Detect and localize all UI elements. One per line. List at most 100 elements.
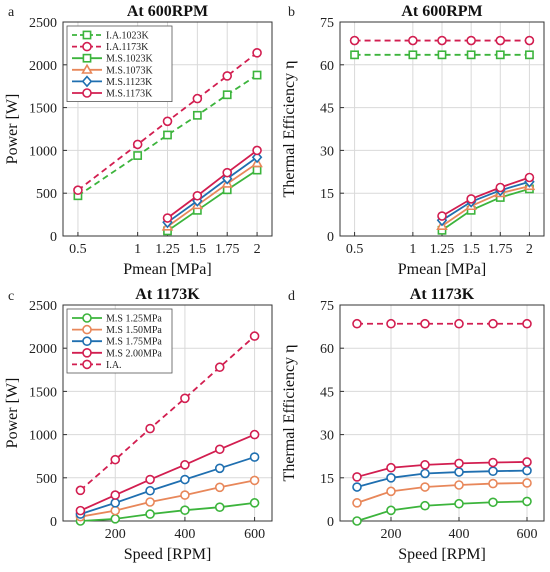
data-point <box>192 110 202 120</box>
series-line <box>80 433 255 512</box>
x-tick-label: 1.25 <box>155 242 180 257</box>
series-line <box>77 74 258 197</box>
data-point <box>420 482 430 492</box>
series-line <box>356 482 528 504</box>
data-point <box>437 50 447 60</box>
legend-label: I.A.1023K <box>106 31 150 42</box>
data-point <box>522 496 532 507</box>
series-4 <box>161 157 263 231</box>
data-point <box>110 505 121 516</box>
legend-marker <box>82 41 92 52</box>
data-point <box>454 458 464 469</box>
legend-item: M.S.1023K <box>72 54 153 65</box>
legend-label: M.S 1.75MPa <box>106 337 162 348</box>
legend-item: I.A.1023K <box>72 31 150 42</box>
x-tick-label: 0.5 <box>346 242 364 257</box>
y-axis-label: Thermal Efficiency η <box>281 345 298 482</box>
chart-panel-1: a At 600RPM 0.5 1 1.25 1.5 1.75 2 0 500 1000 1500 20… <box>4 3 273 278</box>
data-point <box>454 318 464 329</box>
y-tick-label: 2000 <box>29 342 57 357</box>
y-tick-label: 2500 <box>29 299 57 314</box>
data-point <box>466 194 476 204</box>
data-point <box>214 362 225 373</box>
data-point <box>466 35 476 46</box>
series-line <box>166 156 258 224</box>
y-axis-label: Power [W] <box>4 378 21 449</box>
data-point <box>386 505 396 516</box>
data-point <box>420 500 430 511</box>
data-point <box>352 482 362 492</box>
series-5 <box>75 331 260 496</box>
y-axis-label: Power [W] <box>4 94 21 165</box>
data-point <box>252 165 262 175</box>
data-point <box>488 466 498 476</box>
series-1 <box>73 70 262 201</box>
series-2 <box>352 478 532 508</box>
legend-item: M.S 1.75MPa <box>72 336 162 348</box>
data-point <box>420 468 430 479</box>
panel-letter: a <box>8 5 15 20</box>
legend-label: M.S 2.00MPa <box>106 348 162 359</box>
data-point <box>454 480 464 490</box>
x-tick-label: 1 <box>134 242 141 257</box>
series-4 <box>352 457 532 482</box>
panel-letter: d <box>288 289 295 304</box>
y-tick-label: 500 <box>36 187 57 202</box>
data-point <box>252 48 262 58</box>
y-tick-label: 30 <box>320 429 334 444</box>
data-point <box>110 454 121 465</box>
plot-frame <box>339 21 545 237</box>
data-point <box>132 139 143 150</box>
data-point <box>522 478 532 488</box>
data-point <box>437 35 447 46</box>
legend-label: I.A.1173K <box>106 42 149 53</box>
y-tick-label: 45 <box>320 102 334 117</box>
series-line <box>166 149 258 219</box>
data-point <box>495 50 505 60</box>
x-tick-label: 1.5 <box>189 242 207 257</box>
y-tick-label: 1000 <box>29 429 57 444</box>
data-point <box>249 475 260 486</box>
data-point <box>249 452 260 462</box>
data-point <box>162 213 173 223</box>
series-6 <box>437 172 535 221</box>
legend-item: M.S 1.25MPa <box>72 313 162 325</box>
data-point <box>214 482 225 493</box>
series-line <box>80 479 255 518</box>
x-axis-label: Speed [RPM] <box>398 546 486 563</box>
data-point <box>222 167 233 178</box>
data-point <box>386 462 396 473</box>
data-point <box>145 485 155 496</box>
data-point <box>180 460 190 470</box>
data-point <box>420 318 430 329</box>
series-3 <box>352 465 532 492</box>
x-tick-label: 0.5 <box>69 242 87 257</box>
data-point <box>251 151 263 164</box>
series-line <box>356 469 528 488</box>
data-point <box>110 490 121 500</box>
y-tick-label: 0 <box>327 515 334 530</box>
data-point <box>386 318 396 329</box>
legend-marker <box>82 324 92 335</box>
x-tick-label: 1.25 <box>430 242 455 257</box>
data-point <box>192 93 203 104</box>
data-point <box>495 182 506 193</box>
series-line <box>79 335 256 492</box>
data-point <box>145 509 155 519</box>
y-tick-label: 60 <box>320 59 334 74</box>
data-point <box>145 497 155 507</box>
data-point <box>145 474 155 485</box>
data-point <box>454 467 464 477</box>
data-point <box>249 429 260 440</box>
legend-marker <box>82 336 92 347</box>
y-tick-label: 2000 <box>29 59 57 74</box>
series-line <box>356 461 528 478</box>
y-tick-label: 75 <box>320 16 334 31</box>
data-point <box>180 393 190 404</box>
series-6 <box>162 145 262 223</box>
data-point <box>386 472 396 483</box>
y-tick-label: 1500 <box>29 385 57 400</box>
series-line <box>77 52 258 191</box>
x-tick-label: 200 <box>381 527 402 542</box>
